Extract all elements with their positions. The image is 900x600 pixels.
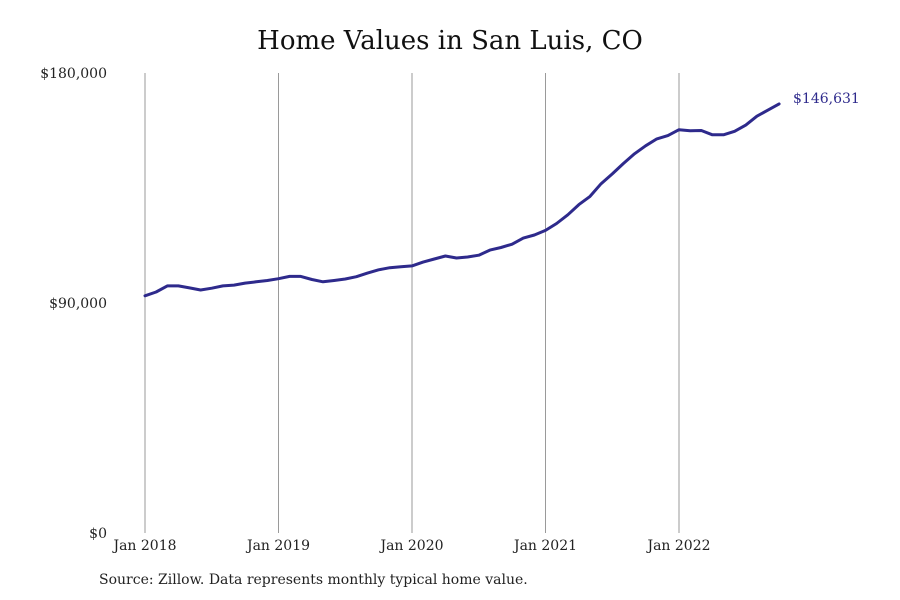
- series-line: [143, 102, 781, 298]
- x-tick-label: Jan 2020: [378, 538, 443, 554]
- chart-title: Home Values in San Luis, CO: [257, 26, 643, 56]
- source-note: Source: Zillow. Data represents monthly …: [99, 572, 528, 588]
- y-tick-label: $180,000: [40, 66, 107, 82]
- y-tick-label: $0: [89, 526, 107, 542]
- x-tick-label: Jan 2022: [645, 538, 710, 554]
- x-tick-label: Jan 2018: [111, 538, 176, 554]
- y-tick-label: $90,000: [49, 296, 107, 312]
- end-value-label: $146,631: [793, 91, 860, 107]
- x-tick-label: Jan 2019: [245, 538, 310, 554]
- x-tick-label: Jan 2021: [512, 538, 577, 554]
